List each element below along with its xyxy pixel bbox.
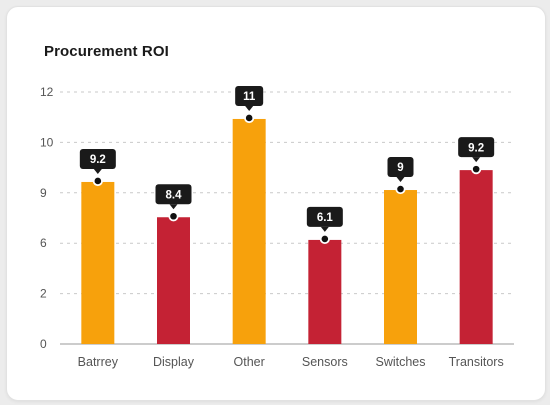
tooltip-box <box>387 157 414 178</box>
x-tick-label: Transitors <box>449 355 504 369</box>
data-label: 9.2 <box>468 142 484 154</box>
bar-display[interactable] <box>157 217 190 344</box>
x-tick-label: Other <box>234 355 265 369</box>
tooltip-pointer <box>93 168 102 174</box>
tooltip-box <box>235 85 264 106</box>
data-label: 11 <box>243 91 256 103</box>
data-label: 9 <box>397 162 403 174</box>
x-tick-label: Display <box>153 355 195 369</box>
data-label: 6.1 <box>317 212 334 224</box>
bar-sensors[interactable] <box>308 239 342 344</box>
tooltip-pointer <box>169 204 178 210</box>
tooltip-pointer <box>472 157 481 163</box>
bar-switches[interactable] <box>384 190 417 344</box>
data-label: 8.4 <box>166 189 183 201</box>
bar-top-marker <box>395 183 406 195</box>
data-label-tooltip: 9.2 <box>458 137 495 163</box>
tooltip-box <box>306 206 343 227</box>
bar-transitors[interactable] <box>459 170 493 344</box>
data-label-tooltip: 9 <box>387 157 414 183</box>
y-tick-label: 2 <box>40 287 47 301</box>
tooltip-pointer <box>396 177 405 183</box>
tooltip-pointer <box>320 226 329 232</box>
data-label-tooltip: 6.1 <box>306 206 343 232</box>
data-label-tooltip: 8.4 <box>155 184 192 210</box>
x-tick-label: Batrrey <box>78 355 119 369</box>
bar-top-marker <box>244 112 255 124</box>
bar-top-marker <box>92 175 103 187</box>
bar-top-marker <box>319 233 330 245</box>
y-tick-label: 9 <box>40 186 47 200</box>
tooltip-box <box>458 137 495 158</box>
data-label-tooltip: 9.2 <box>79 148 116 174</box>
data-label: 9.2 <box>90 154 106 166</box>
y-tick-label: 12 <box>40 85 54 99</box>
data-label-tooltip: 11 <box>235 85 264 111</box>
y-tick-label: 10 <box>40 135 54 149</box>
x-tick-label: Switches <box>375 355 425 369</box>
tooltip-pointer <box>245 105 254 111</box>
y-tick-label: 0 <box>40 337 47 351</box>
bar-top-marker <box>471 164 482 175</box>
y-tick-label: 6 <box>40 236 47 250</box>
bar-top-marker <box>168 211 179 222</box>
chart-title: Procurement ROI <box>44 43 169 60</box>
tooltip-box <box>79 148 116 169</box>
bar-other[interactable] <box>232 118 266 345</box>
tooltip-box <box>155 184 192 205</box>
bar-batrrey[interactable] <box>81 181 115 344</box>
x-tick-label: Sensors <box>302 355 348 369</box>
